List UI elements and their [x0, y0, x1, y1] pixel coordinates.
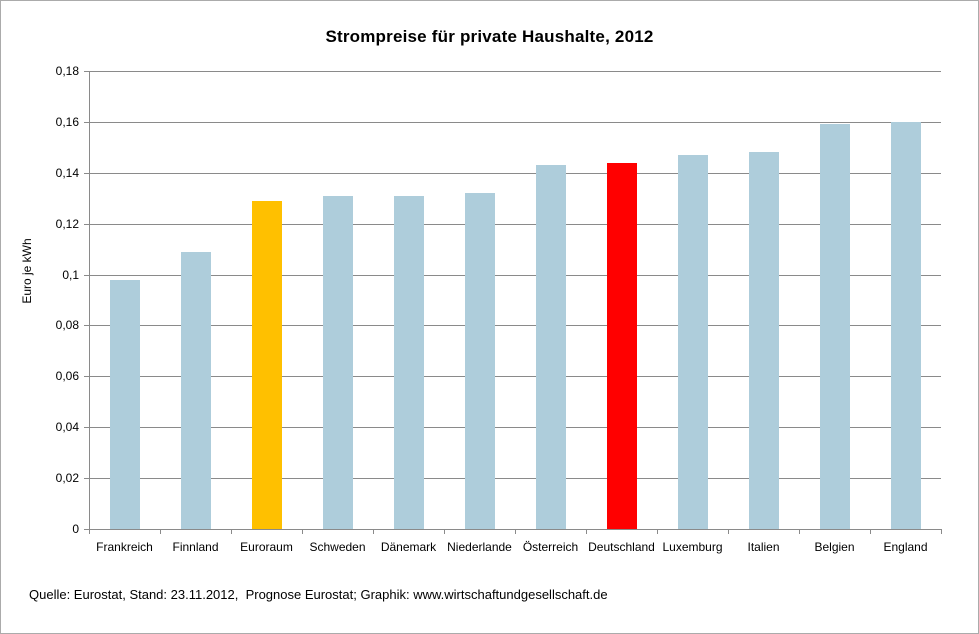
- y-tick-mark: [84, 71, 89, 72]
- x-tick-mark: [586, 529, 587, 534]
- y-tick-label: 0: [72, 522, 79, 536]
- x-tick-mark: [444, 529, 445, 534]
- y-tick-label: 0,16: [55, 115, 79, 129]
- x-category-label: Italien: [747, 540, 780, 554]
- x-tick-mark: [870, 529, 871, 534]
- y-tick-label: 0,12: [55, 217, 79, 231]
- gridline: [89, 376, 941, 377]
- x-category-label: Frankreich: [96, 540, 153, 554]
- y-tick-label: 0,06: [55, 369, 79, 383]
- gridline: [89, 122, 941, 123]
- gridline: [89, 478, 941, 479]
- source-note: Quelle: Eurostat, Stand: 23.11.2012, Pro…: [29, 587, 608, 602]
- bar-england: [891, 122, 921, 529]
- x-category-label: Belgien: [814, 540, 855, 554]
- bar-euroraum: [252, 201, 282, 529]
- y-tick-mark: [84, 224, 89, 225]
- y-tick-mark: [84, 529, 89, 530]
- x-tick-mark: [515, 529, 516, 534]
- gridline: [89, 224, 941, 225]
- x-category-label: Luxemburg: [662, 540, 723, 554]
- x-category-label: Deutschland: [588, 540, 655, 554]
- y-tick-mark: [84, 173, 89, 174]
- y-tick-label: 0,1: [62, 268, 79, 282]
- bar-dänemark: [394, 196, 424, 529]
- x-category-label: Euroraum: [240, 540, 293, 554]
- y-tick-mark: [84, 376, 89, 377]
- bar-österreich: [536, 165, 566, 529]
- y-tick-label: 0,18: [55, 64, 79, 78]
- x-tick-mark: [160, 529, 161, 534]
- y-tick-mark: [84, 275, 89, 276]
- bar-finnland: [181, 252, 211, 529]
- x-tick-mark: [728, 529, 729, 534]
- y-tick-mark: [84, 325, 89, 326]
- bar-italien: [749, 152, 779, 529]
- x-category-label: Österreich: [522, 540, 579, 554]
- x-tick-mark: [231, 529, 232, 534]
- gridline: [89, 427, 941, 428]
- x-tick-mark: [941, 529, 942, 534]
- y-tick-label: 0,02: [55, 471, 79, 485]
- y-axis-line: [89, 71, 90, 530]
- x-category-label: Finnland: [172, 540, 219, 554]
- bar-deutschland: [607, 163, 637, 529]
- gridline: [89, 325, 941, 326]
- y-tick-label: 0,08: [55, 318, 79, 332]
- x-tick-mark: [373, 529, 374, 534]
- x-category-label: Schweden: [309, 540, 366, 554]
- bar-niederlande: [465, 193, 495, 529]
- y-tick-label: 0,04: [55, 420, 79, 434]
- x-category-label: Niederlande: [447, 540, 512, 554]
- y-tick-label: 0,14: [55, 166, 79, 180]
- gridline: [89, 275, 941, 276]
- x-tick-mark: [799, 529, 800, 534]
- y-tick-mark: [84, 427, 89, 428]
- x-tick-mark: [302, 529, 303, 534]
- bar-luxemburg: [678, 155, 708, 529]
- x-category-label: Dänemark: [380, 540, 437, 554]
- bar-schweden: [323, 196, 353, 529]
- bar-frankreich: [110, 280, 140, 529]
- gridline: [89, 71, 941, 72]
- y-tick-mark: [84, 478, 89, 479]
- chart-title: Strompreise für private Haushalte, 2012: [325, 27, 654, 46]
- bar-belgien: [820, 124, 850, 529]
- x-tick-mark: [89, 529, 90, 534]
- y-tick-mark: [84, 122, 89, 123]
- gridline: [89, 173, 941, 174]
- x-tick-mark: [657, 529, 658, 534]
- x-category-label: England: [883, 540, 928, 554]
